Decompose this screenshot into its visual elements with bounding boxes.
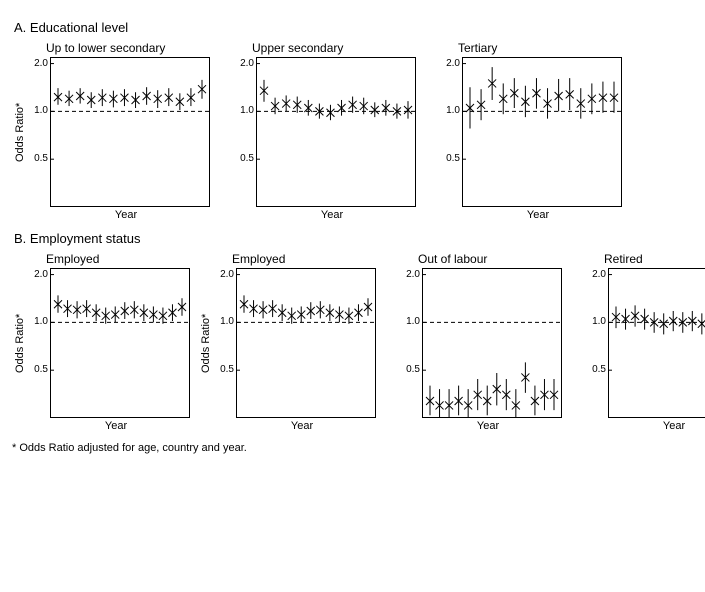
y-axis-label: Odds Ratio* <box>198 268 214 418</box>
plot-area <box>462 57 622 207</box>
plot-area <box>256 57 416 207</box>
y-tick-label: 0.5 <box>446 153 460 164</box>
y-tick-label: 2.0 <box>34 269 48 280</box>
x-axis-label: Year <box>232 420 372 432</box>
y-axis-label <box>424 57 440 207</box>
panel-title: Employed <box>232 252 376 266</box>
section-a: A. Educational level Up to lower seconda… <box>12 20 693 221</box>
y-tick-label: 1.0 <box>446 105 460 116</box>
chart-panel: Out of labour 0.5 1.0 2.0 Year <box>384 252 562 432</box>
chart-panel: Employed Odds Ratio* 0.5 1.0 2.0 Year <box>12 252 190 432</box>
y-tick-label: 2.0 <box>220 269 234 280</box>
y-tick-label: 1.0 <box>592 316 606 327</box>
axis-area: Odds Ratio* 0.5 1.0 2.0 <box>12 268 190 418</box>
axis-area: 0.5 1.0 2.0 <box>424 57 622 207</box>
panel-title: Upper secondary <box>252 41 416 55</box>
chart-panel: Up to lower secondary Odds Ratio* 0.5 1.0 2.… <box>12 41 210 221</box>
footnote: * Odds Ratio adjusted for age, country a… <box>12 442 693 454</box>
y-tick-labels: 0.5 1.0 2.0 <box>400 268 422 418</box>
y-tick-label: 0.5 <box>240 153 254 164</box>
axis-area: 0.5 1.0 2.0 <box>218 57 416 207</box>
y-tick-label: 0.5 <box>34 364 48 375</box>
section-a-title: A. Educational level <box>14 20 693 35</box>
y-tick-label: 2.0 <box>34 58 48 69</box>
y-tick-label: 1.0 <box>406 316 420 327</box>
y-tick-labels: 0.5 1.0 2.0 <box>28 57 50 207</box>
y-tick-label: 2.0 <box>446 58 460 69</box>
y-axis-label <box>384 268 400 418</box>
y-axis-label <box>570 268 586 418</box>
y-tick-label: 2.0 <box>592 269 606 280</box>
y-axis-label <box>218 57 234 207</box>
y-tick-label: 1.0 <box>240 105 254 116</box>
panel-title: Tertiary <box>458 41 622 55</box>
panel-title: Up to lower secondary <box>46 41 210 55</box>
chart-panel: Retired 0.5 1.0 2.0 Year <box>570 252 705 432</box>
y-axis-label: Odds Ratio* <box>12 268 28 418</box>
x-axis-label: Year <box>418 420 558 432</box>
y-tick-label: 2.0 <box>406 269 420 280</box>
panel-title: Employed <box>46 252 190 266</box>
plot-area <box>50 268 190 418</box>
plot-area <box>608 268 705 418</box>
y-tick-labels: 0.5 1.0 2.0 <box>234 57 256 207</box>
y-tick-label: 0.5 <box>592 364 606 375</box>
chart-panel: Upper secondary 0.5 1.0 2.0 Year <box>218 41 416 221</box>
x-axis-label: Year <box>46 420 186 432</box>
x-axis-label: Year <box>458 209 618 221</box>
axis-area: 0.5 1.0 2.0 <box>384 268 562 418</box>
panel-title: Retired <box>604 252 705 266</box>
plot-area <box>422 268 562 418</box>
x-axis-label: Year <box>46 209 206 221</box>
y-tick-labels: 0.5 1.0 2.0 <box>586 268 608 418</box>
y-tick-label: 1.0 <box>220 316 234 327</box>
section-b-title: B. Employment status <box>14 231 693 246</box>
y-tick-labels: 0.5 1.0 2.0 <box>440 57 462 207</box>
x-axis-label: Year <box>252 209 412 221</box>
y-tick-label: 0.5 <box>406 364 420 375</box>
y-tick-label: 1.0 <box>34 105 48 116</box>
y-axis-label: Odds Ratio* <box>12 57 28 207</box>
plot-area <box>50 57 210 207</box>
y-tick-label: 0.5 <box>220 364 234 375</box>
axis-area: Odds Ratio* 0.5 1.0 2.0 <box>198 268 376 418</box>
row-a: Up to lower secondary Odds Ratio* 0.5 1.0 2.… <box>12 41 693 221</box>
y-tick-label: 2.0 <box>240 58 254 69</box>
y-tick-labels: 0.5 1.0 2.0 <box>214 268 236 418</box>
x-axis-label: Year <box>604 420 705 432</box>
panel-title: Out of labour <box>418 252 562 266</box>
y-tick-label: 1.0 <box>34 316 48 327</box>
axis-area: Odds Ratio* 0.5 1.0 2.0 <box>12 57 210 207</box>
y-tick-label: 0.5 <box>34 153 48 164</box>
chart-panel: Employed Odds Ratio* 0.5 1.0 2.0 Year <box>198 252 376 432</box>
axis-area: 0.5 1.0 2.0 <box>570 268 705 418</box>
chart-panel: Tertiary 0.5 1.0 2.0 Year <box>424 41 622 221</box>
y-tick-labels: 0.5 1.0 2.0 <box>28 268 50 418</box>
section-b: B. Employment status Employed Odds Ratio*… <box>12 231 693 432</box>
row-b: EmployedOdds Ratio*0.51.02.0YearEmployed… <box>12 252 693 432</box>
plot-area <box>236 268 376 418</box>
